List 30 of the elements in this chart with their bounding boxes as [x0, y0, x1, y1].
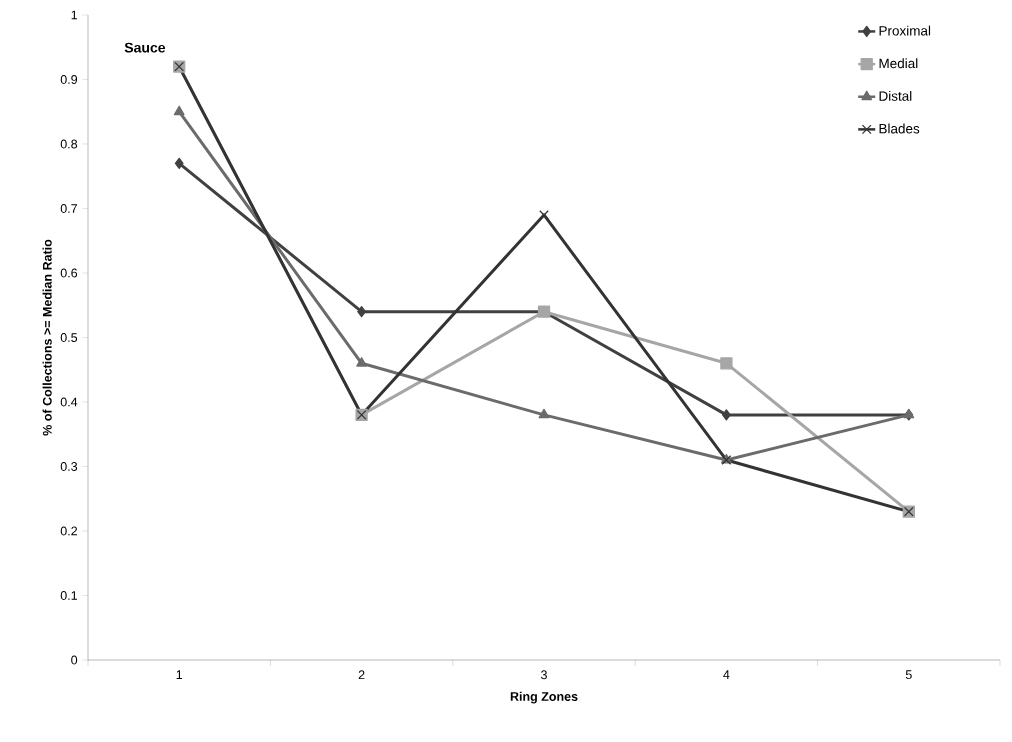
y-tick-label: 0.1 — [60, 591, 78, 600]
point — [722, 409, 731, 421]
y-tick-label: 0.4 — [60, 397, 78, 407]
x-tick-label: 1 — [176, 670, 183, 679]
point — [538, 408, 550, 419]
y-tick-label: 0.7 — [60, 204, 78, 213]
point — [356, 357, 368, 367]
y-tick-label: 0.5 — [60, 333, 78, 342]
legend-label: Proximal — [879, 25, 931, 36]
x-tick-label: 4 — [723, 670, 730, 679]
y-tick-label: 0.9 — [60, 75, 78, 84]
x-tick-label: 3 — [541, 670, 547, 680]
point — [720, 357, 733, 370]
y-tick-label: 0 — [71, 655, 78, 665]
legend-label: Blades — [879, 123, 920, 134]
x-tick-label: 2 — [358, 670, 365, 680]
y-tick-label: 0.8 — [60, 139, 78, 149]
point — [357, 306, 366, 318]
y-tick-label: 1 — [71, 10, 78, 20]
legend-label: Distal — [879, 90, 912, 101]
point — [174, 157, 184, 169]
x-tick-label: 5 — [905, 670, 912, 680]
y-tick-label: 0.3 — [60, 462, 78, 471]
point — [173, 105, 185, 116]
y-axis-title: % of Collections >= Median Ratio — [42, 239, 52, 436]
legend-label: Medial — [879, 58, 918, 69]
x-axis-title: Ring Zones — [510, 691, 578, 704]
y-tick-label: 0.6 — [60, 268, 78, 278]
annotation: Sauce — [124, 42, 166, 53]
y-tick-label: 0.2 — [60, 526, 78, 536]
